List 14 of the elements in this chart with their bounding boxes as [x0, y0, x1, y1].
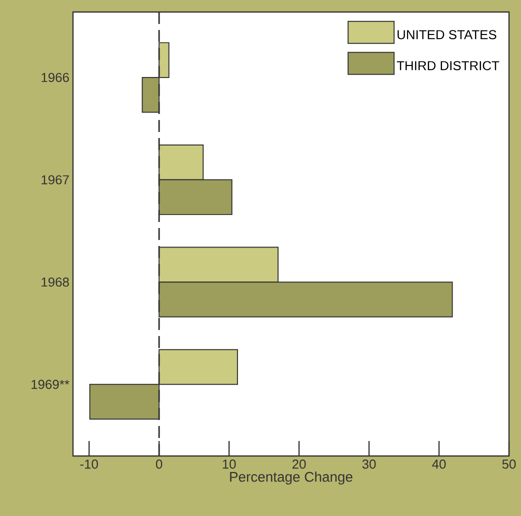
y-tick-label: 1966	[42, 72, 69, 82]
x-tick-label: 20	[292, 460, 306, 469]
x-tick-label: 40	[432, 460, 446, 469]
legend-label: THIRD DISTRICT	[396, 61, 500, 70]
y-tick-label: 1969**	[32, 380, 70, 389]
x-tick-label: -10	[80, 460, 98, 469]
x-tick-label: 10	[222, 460, 236, 469]
x-tick-label: 30	[362, 460, 376, 469]
y-tick-label: 1968	[42, 277, 69, 287]
x-tick-label: 0	[156, 460, 162, 469]
legend-label: UNITED STATES	[398, 30, 496, 40]
x-axis-title: Percentage Change	[230, 472, 352, 485]
x-tick-label: 50	[502, 460, 516, 469]
y-tick-label: 1967	[42, 175, 69, 184]
